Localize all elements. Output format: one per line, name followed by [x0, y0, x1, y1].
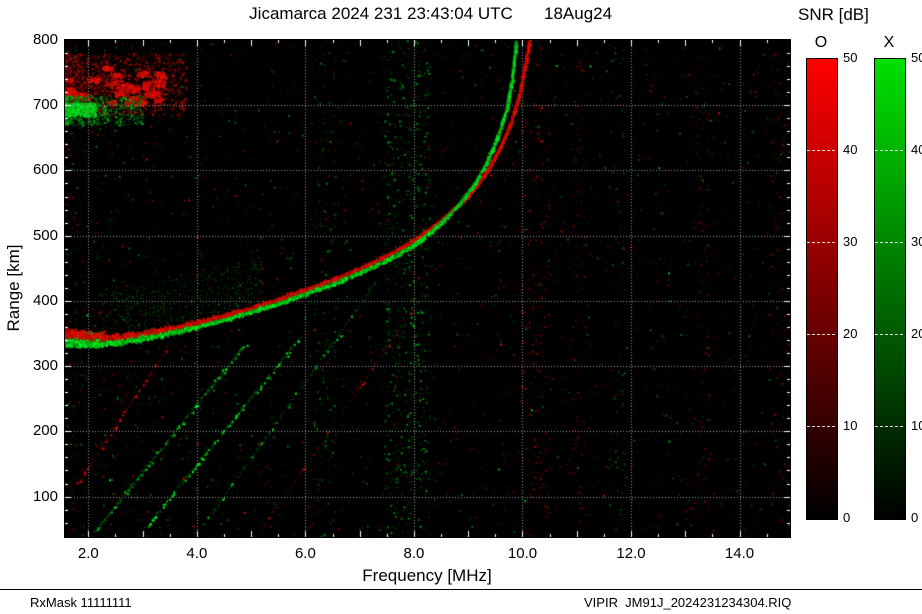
rxmask-label: RxMask 11111111: [30, 595, 132, 610]
x-tick-label: 14.0: [724, 545, 755, 562]
o-colorbar-tick-label: 40: [843, 142, 858, 157]
x-colorbar-tick-label: 30: [911, 234, 922, 249]
x-colorbar: [874, 58, 906, 520]
x-colorbar-tick-label: 20: [911, 326, 922, 341]
x-colorbar-tick-line: [875, 242, 903, 243]
o-colorbar-tick-label: 0: [843, 510, 851, 525]
x-tick-label: 6.0: [294, 545, 316, 562]
o-colorbar-tick-label: 30: [843, 234, 858, 249]
o-colorbar-tick-line: [807, 150, 835, 151]
o-colorbar-tick-label: 10: [843, 418, 858, 433]
o-colorbar-tick-line: [807, 334, 835, 335]
y-tick-label: 400: [32, 291, 58, 309]
x-colorbar-tick-label: 10: [911, 418, 922, 433]
snr-colorbar-title: SNR [dB]: [798, 5, 869, 24]
o-colorbar-tick-label: 20: [843, 326, 858, 341]
x-colorbar-tick-line: [875, 150, 903, 151]
x-tick-label: 4.0: [186, 545, 208, 562]
plot-date: 18Aug24: [544, 4, 613, 23]
x-tick-label: 10.0: [507, 545, 538, 562]
y-tick-label: 800: [32, 31, 58, 48]
x-colorbar-tick-line: [875, 426, 903, 427]
x-mode-label: X: [883, 34, 895, 51]
y-tick-label: 200: [32, 422, 58, 440]
x-colorbar-tick-label: 0: [911, 510, 919, 525]
x-colorbar-tick-label: 50: [911, 50, 922, 65]
filename-label: VIPIR JM91J_2024231234304.RIQ: [584, 595, 792, 610]
y-tick-label: 100: [32, 487, 58, 505]
y-tick-label: 700: [32, 96, 58, 114]
o-colorbar: [806, 58, 838, 520]
y-tick-label: 500: [32, 226, 58, 244]
y-tick-label: 600: [32, 161, 58, 179]
x-colorbar-tick-label: 40: [911, 142, 922, 157]
plot-title: Jicamarca 2024 231 23:43:04 UTC: [249, 4, 513, 23]
x-tick-label: 2.0: [77, 545, 99, 562]
o-colorbar-tick-label: 50: [843, 50, 858, 65]
x-colorbar-tick-line: [875, 334, 903, 335]
o-colorbar-tick-line: [807, 426, 835, 427]
y-tick-label: 300: [32, 357, 58, 375]
o-mode-label: O: [814, 34, 828, 51]
o-colorbar-tick-line: [807, 242, 835, 243]
ionogram-canvas: [65, 40, 790, 537]
x-tick-label: 8.0: [403, 545, 425, 562]
x-tick-label: 12.0: [616, 545, 646, 562]
footer-divider: [0, 589, 922, 590]
x-axis-label: Frequency [MHz]: [362, 566, 492, 585]
